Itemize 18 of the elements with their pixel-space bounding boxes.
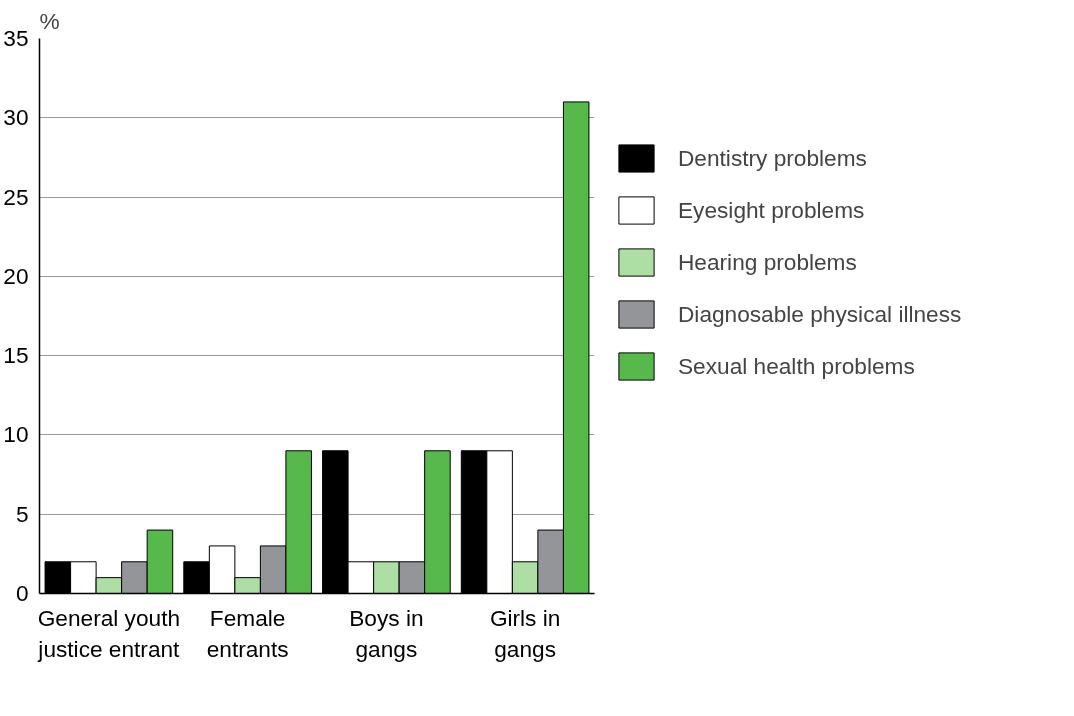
y-tick-label: 15: [3, 342, 29, 369]
y-tick-label: 30: [3, 104, 29, 131]
y-tick-label: 35: [3, 25, 29, 51]
x-tick-label: Girls in gangs: [489, 604, 561, 662]
y-tick-label: 5: [15, 500, 29, 527]
legend-label: Sexual health problems: [678, 352, 915, 380]
x-tick-label: Boys in gangs: [349, 604, 424, 662]
legend-label: Dentistry problems: [678, 144, 867, 172]
x-tick-label: Female entrants: [206, 604, 289, 662]
y-tick-label: 20: [3, 262, 29, 289]
y-axis-title: %: [39, 7, 60, 34]
x-tick-label: General youth justice entrant: [37, 604, 181, 662]
y-tick-label: 10: [3, 421, 29, 448]
legend-label: Hearing problems: [678, 248, 857, 276]
legend-label: Eyesight problems: [678, 196, 865, 224]
y-tick-label: 0: [15, 580, 29, 606]
legend-label: Diagnosable physical illness: [678, 300, 962, 328]
y-tick-label: 25: [3, 183, 29, 210]
